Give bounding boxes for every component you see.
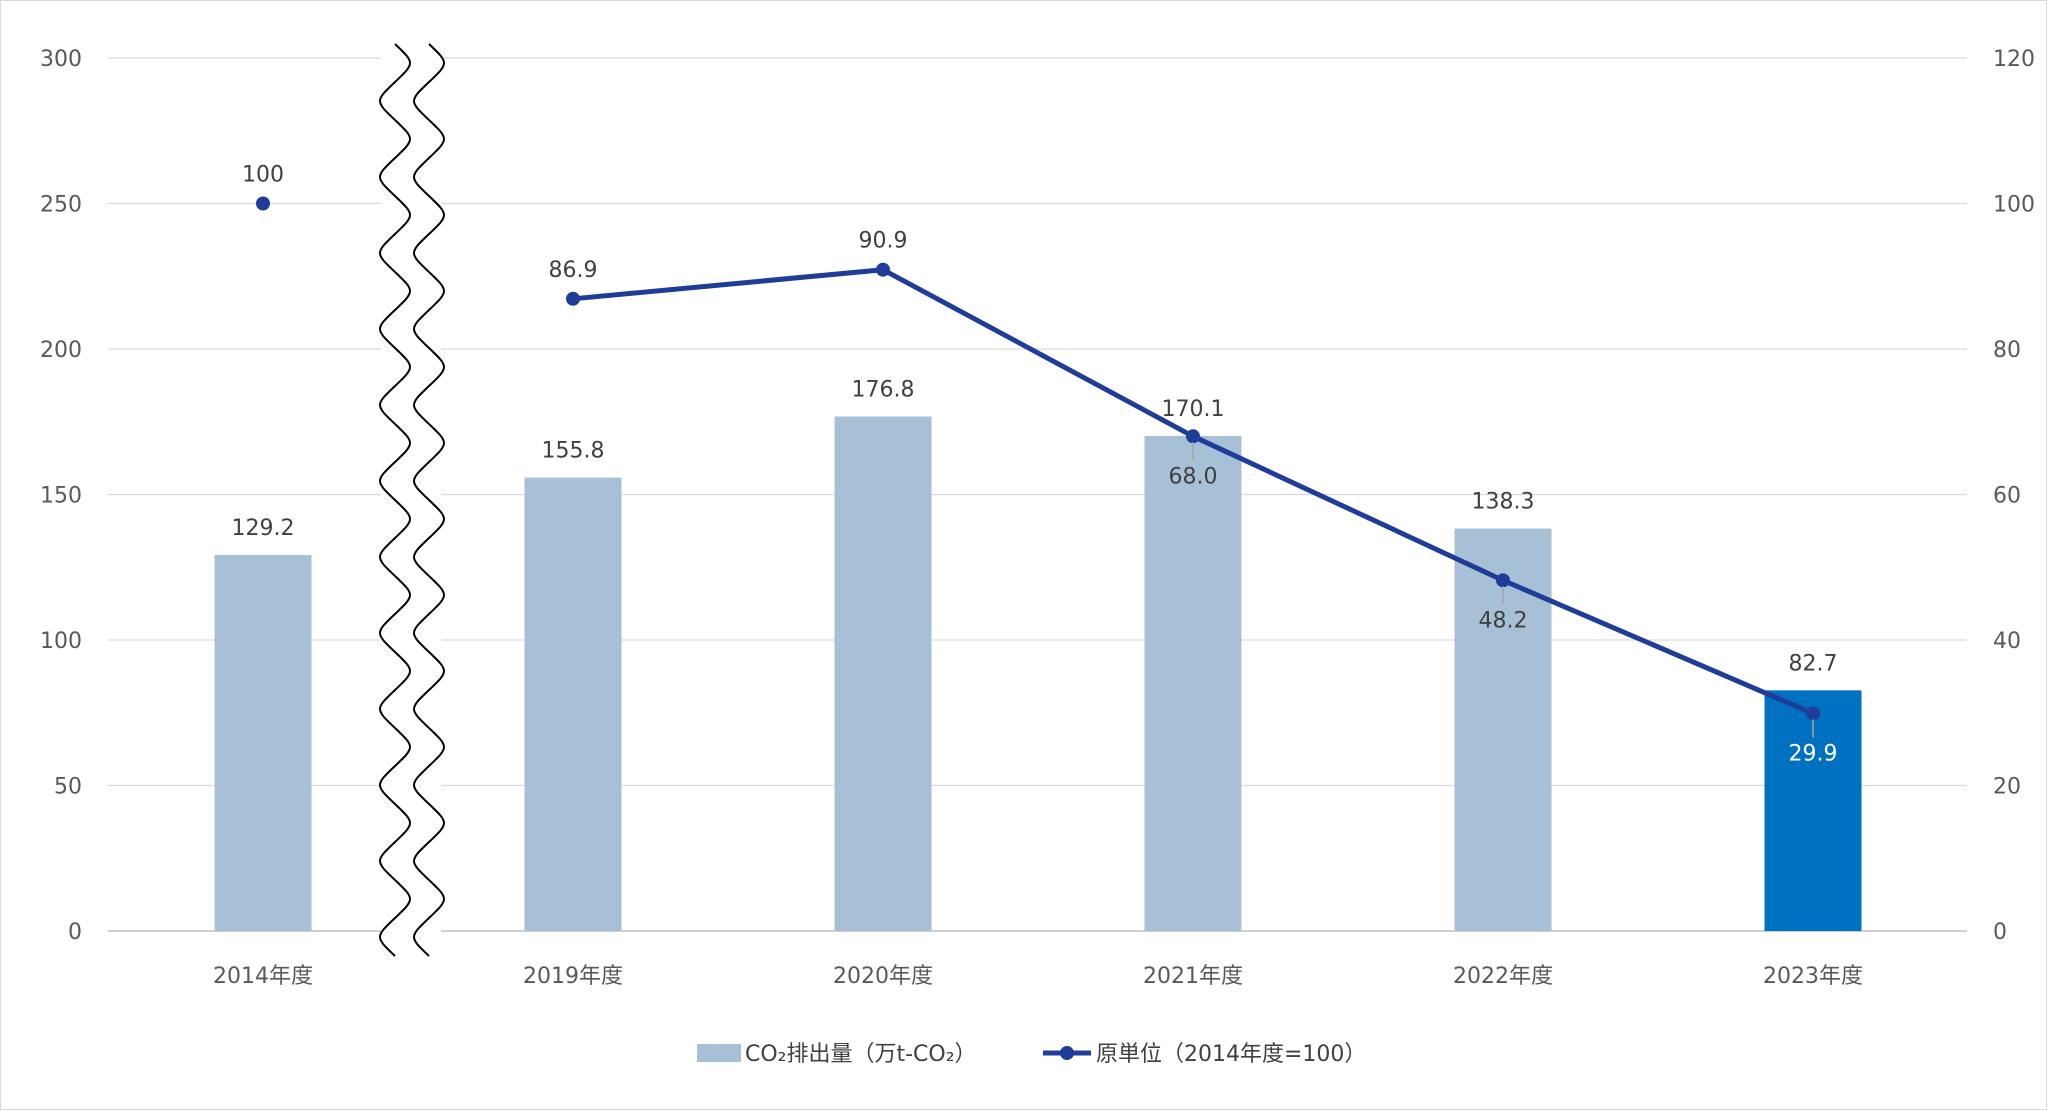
- line-point: [256, 196, 270, 211]
- category-label: 2021年度: [1143, 964, 1243, 989]
- category-label: 2020年度: [833, 964, 933, 989]
- line-series: [256, 196, 1820, 721]
- line-data-label: 48.2: [1479, 608, 1528, 633]
- bar-data-label: 129.2: [232, 516, 295, 541]
- legend-bar-swatch: [697, 1044, 741, 1062]
- category-label: 2014年度: [213, 964, 313, 989]
- left-axis-ticks: 0 50 100 150 200 250 300: [40, 47, 82, 945]
- left-tick-label: 50: [54, 775, 82, 800]
- right-tick-label: 80: [1993, 338, 2021, 363]
- axis-break-gap: [381, 44, 441, 956]
- right-tick-label: 60: [1993, 484, 2021, 509]
- line-data-label: 100: [242, 163, 284, 188]
- left-tick-label: 150: [40, 484, 82, 509]
- category-label: 2022年度: [1453, 964, 1553, 989]
- line-point: [1496, 573, 1510, 588]
- left-tick-label: 200: [40, 338, 82, 363]
- axis-break-line: [379, 43, 411, 957]
- axis-break-marker: [379, 43, 445, 957]
- bar-data-label: 138.3: [1472, 490, 1535, 515]
- bar-data-label: 155.8: [542, 439, 605, 464]
- line-data-labels: 100 86.9 90.9 68.0 48.2 29.9: [242, 163, 1837, 767]
- bar: [524, 477, 622, 931]
- bar: [214, 555, 312, 931]
- line-point: [566, 291, 580, 306]
- legend-line-marker: [1060, 1046, 1074, 1060]
- category-label: 2019年度: [523, 964, 623, 989]
- bar-data-label: 82.7: [1789, 651, 1838, 676]
- right-tick-label: 20: [1993, 775, 2021, 800]
- category-label: 2023年度: [1763, 964, 1863, 989]
- line-point: [1186, 429, 1200, 444]
- bar: [834, 416, 932, 932]
- line-data-label: 29.9: [1789, 741, 1838, 766]
- axis-break-line: [413, 43, 445, 957]
- left-tick-label: 250: [40, 193, 82, 218]
- right-tick-label: 40: [1993, 629, 2021, 654]
- line-point: [876, 262, 890, 277]
- category-axis-labels: 2014年度 2019年度 2020年度 2021年度 2022年度 2023年度: [213, 964, 1863, 989]
- line-data-label: 90.9: [859, 229, 908, 254]
- legend-bar-label: CO₂排出量（万t-CO₂）: [745, 1042, 977, 1067]
- right-tick-label: 100: [1993, 193, 2035, 218]
- right-tick-label: 120: [1993, 47, 2035, 72]
- legend-line-label: 原単位（2014年度=100）: [1096, 1042, 1366, 1067]
- right-tick-label: 0: [1993, 920, 2007, 945]
- legend: CO₂排出量（万t-CO₂） 原単位（2014年度=100）: [697, 1042, 1366, 1067]
- bar: [1144, 436, 1242, 931]
- left-tick-label: 0: [68, 920, 82, 945]
- line-point: [1806, 706, 1820, 721]
- left-tick-label: 100: [40, 629, 82, 654]
- bar-data-label: 176.8: [852, 378, 915, 403]
- line-data-label: 86.9: [549, 258, 598, 283]
- bar-data-label: 170.1: [1162, 397, 1225, 422]
- left-tick-label: 300: [40, 47, 82, 72]
- right-axis-ticks: 0 20 40 60 80 100 120: [1993, 47, 2035, 945]
- bar-data-labels: 129.2 155.8 176.8 170.1 138.3 82.7: [232, 378, 1838, 677]
- line-data-label: 68.0: [1169, 464, 1218, 489]
